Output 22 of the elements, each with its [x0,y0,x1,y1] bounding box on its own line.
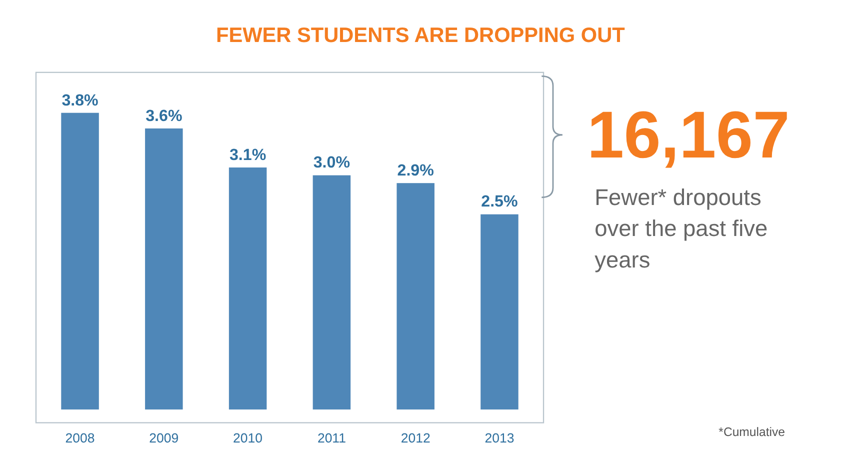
bar [228,167,267,410]
x-tick-label: 2013 [484,430,514,446]
chart-title: FEWER STUDENTS ARE DROPPING OUT [216,24,626,48]
data-label: 3.0% [313,154,350,172]
text: Fewer* dropouts over the past five years [594,184,768,272]
data-label: 3.1% [229,146,266,164]
bar [145,128,183,410]
data-label: 2.9% [397,162,434,180]
bar [312,175,351,410]
text: *Cumulative [718,424,786,439]
bar [396,183,434,410]
bar [61,112,99,410]
x-tick-label: 2011 [317,430,346,446]
x-tick-label: 2010 [233,430,263,446]
x-tick-label: 2008 [65,430,95,446]
bar [480,214,518,410]
data-label: 3.6% [146,106,182,125]
x-tick-label: 2009 [149,430,179,446]
text: 16,167 [587,98,790,173]
data-label: 3.8% [62,91,98,110]
data-label: 2.5% [481,192,518,211]
x-tick-label: 2012 [400,430,430,446]
